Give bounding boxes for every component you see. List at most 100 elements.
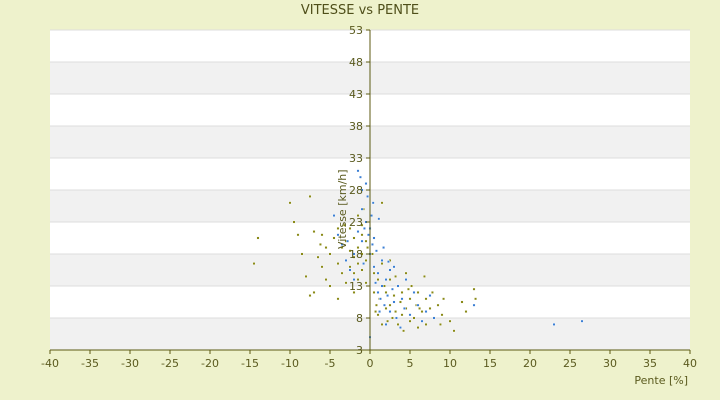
data-point [420,310,424,313]
data-point [360,239,364,243]
data-point [388,310,392,313]
data-point [312,291,316,294]
data-point [371,201,375,205]
data-point [352,236,356,240]
data-point [391,287,394,291]
data-point [360,188,364,192]
y-tick-label: 28 [349,184,363,197]
data-point [376,291,380,294]
x-tick-label: -5 [325,357,336,370]
x-tick-label: -15 [241,357,259,370]
data-point [388,278,392,281]
data-point [383,303,386,307]
data-point [376,313,380,317]
data-point [410,284,413,288]
data-point [343,223,346,227]
data-point [400,297,404,301]
data-point [324,246,328,249]
data-point [386,294,389,297]
data-point [472,303,476,307]
data-point [408,313,412,317]
data-point [420,319,424,323]
data-point [424,310,428,313]
data-point [344,281,348,285]
data-point [362,262,365,265]
data-point [396,284,400,288]
data-point [552,323,556,326]
data-point [423,275,426,278]
data-point [388,268,392,272]
data-point [364,281,368,285]
data-point [395,316,398,320]
data-point [376,271,380,275]
data-point [371,252,374,256]
data-point [336,297,340,301]
data-point [412,316,416,320]
data-point [418,307,421,310]
data-point [344,259,348,262]
data-point [439,323,442,326]
x-tick-label: -20 [201,357,219,370]
x-tick-label: 40 [683,357,697,370]
data-point [403,307,406,310]
data-point [440,313,444,317]
data-point [363,226,366,230]
data-point [356,262,360,265]
x-tick-label: -25 [161,357,179,370]
x-tick-label: 10 [443,357,457,370]
data-point [360,252,364,256]
data-point [328,284,332,288]
data-point [416,303,420,307]
data-point [416,326,420,329]
x-tick-label: -40 [41,357,59,370]
data-point [356,230,360,233]
axes [49,29,691,354]
data-point [424,323,428,326]
y-tick-label: 38 [349,120,363,133]
y-tick-label: 18 [349,248,363,261]
data-point [340,271,344,275]
data-point [256,236,260,240]
y-tick-label: 8 [356,312,363,325]
data-point [387,260,390,264]
x-tick-label: -35 [81,357,99,370]
data-point [394,275,397,278]
data-point [336,226,340,230]
data-point [392,294,396,297]
data-point [376,278,380,281]
x-tick-label: 15 [483,357,497,370]
data-point [364,259,368,262]
data-point [380,201,384,205]
data-point [399,300,402,304]
data-point [377,217,381,221]
y-tick-label: 13 [349,280,363,293]
data-point [374,310,377,313]
data-point [380,284,384,288]
data-point [474,297,477,301]
data-point [332,214,336,217]
data-point [424,297,428,301]
data-point [320,265,324,269]
data-point [304,275,308,278]
y-tick-label: 33 [349,152,363,165]
data-point [428,294,432,297]
data-point [367,233,370,237]
data-point [428,307,432,310]
data-point [436,303,440,307]
data-point [372,236,376,240]
chart-title: VITESSE vs PENTE [301,3,419,18]
x-tick-labels: -40 -35 -30 -25 -20 -15 -10 -5 0 5 10 15 20 25 30 35 40 [41,357,697,370]
data-point [386,319,389,323]
data-point [346,239,349,243]
data-point [404,278,408,281]
data-point [352,291,356,294]
data-point [580,319,584,323]
data-point [452,329,456,333]
y-tick-label: 53 [349,24,363,37]
data-point [404,271,408,275]
data-point [408,297,412,301]
data-point [352,255,356,259]
